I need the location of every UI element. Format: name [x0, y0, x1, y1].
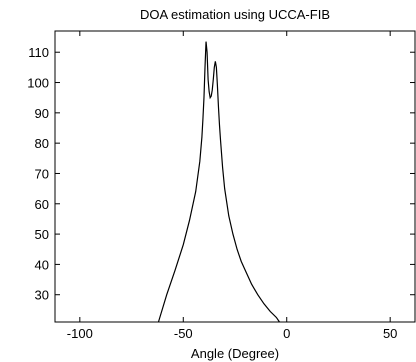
y-tick-label: 60: [35, 197, 49, 212]
y-tick-label: 70: [35, 166, 49, 181]
y-tick-label: 80: [35, 136, 49, 151]
y-axis-ticks: 30 40 50 60 70 80 90 100 110: [27, 45, 415, 303]
y-tick-label: 90: [35, 106, 49, 121]
x-tick-label: -50: [174, 326, 193, 341]
y-tick-label: 50: [35, 227, 49, 242]
doa-spectrum-line: [157, 41, 280, 323]
x-axis-ticks: -100 -50 0 50: [67, 31, 397, 341]
x-tick-label: 50: [383, 326, 397, 341]
x-tick-label: 0: [283, 326, 290, 341]
y-tick-label: 40: [35, 257, 49, 272]
chart-title: DOA estimation using UCCA-FIB: [140, 7, 330, 22]
y-tick-label: 100: [27, 76, 49, 91]
plot-frame: [54, 30, 416, 323]
x-axis-label: Angle (Degree): [191, 346, 279, 361]
y-tick-label: 110: [28, 45, 49, 60]
y-tick-label: 30: [35, 288, 49, 303]
x-tick-label: -100: [67, 326, 93, 341]
